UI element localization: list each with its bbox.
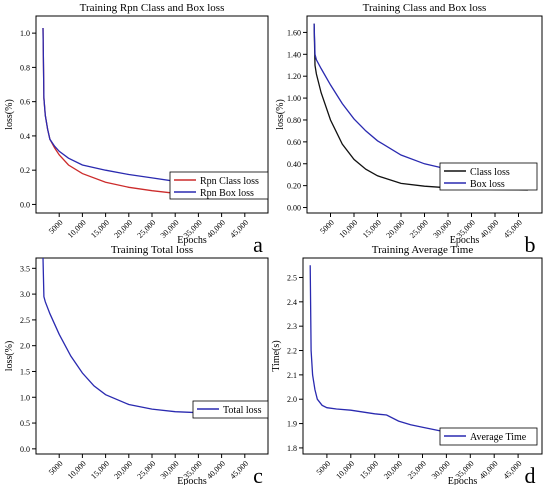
chart-title: Training Class and Box loss — [363, 2, 487, 14]
legend-label: Rpn Box loss — [200, 188, 254, 199]
y-tick-label: 0.0 — [20, 445, 30, 454]
legend-box — [439, 162, 538, 191]
x-tick-label: 25,000 — [408, 218, 430, 240]
legend-label: Class loss — [470, 167, 510, 178]
y-tick-label: 0.60 — [287, 138, 301, 147]
x-tick-label: 45,000 — [502, 459, 524, 481]
x-tick-label: 45,000 — [502, 218, 524, 240]
y-tick-label: 1.5 — [20, 367, 30, 376]
x-tick-label: 15,000 — [361, 218, 383, 240]
x-tick-label: 25,000 — [135, 218, 157, 240]
y-tick-label: 0.20 — [287, 182, 301, 191]
y-tick-label: 0.4 — [20, 132, 30, 141]
y-tick-label: 2.5 — [287, 273, 297, 282]
y-tick-label: 3.5 — [20, 264, 30, 273]
legend-box — [169, 171, 269, 200]
x-tick-label: 10,000 — [66, 218, 88, 240]
y-axis-label: loss(%) — [275, 99, 286, 130]
x-tick-label: 5000 — [47, 459, 65, 477]
x-axis-label: Epochs — [450, 235, 480, 246]
chart-panel-b: Training Class and Box loss 5000 10,000 15,… — [275, 2, 543, 257]
y-tick-label: 0.6 — [20, 98, 30, 107]
x-tick-label: 5000 — [318, 218, 336, 236]
legend-label: Rpn Class loss — [200, 176, 259, 187]
y-tick-label: 1.00 — [287, 94, 301, 103]
chart-title: Training Rpn Class and Box loss — [80, 2, 225, 14]
x-tick-label: 15,000 — [89, 459, 111, 481]
y-axis-label: Time(s) — [271, 340, 282, 371]
y-tick-label: 1.60 — [287, 28, 301, 37]
legend-box — [439, 427, 538, 446]
y-tick-label: 0.5 — [20, 419, 30, 428]
y-tick-label: 2.1 — [287, 371, 297, 380]
y-tick-label: 0.00 — [287, 204, 301, 213]
x-tick-label: 10,000 — [337, 218, 359, 240]
panel-letter: c — [253, 463, 263, 485]
y-tick-label: 2.0 — [287, 395, 297, 404]
x-tick-label: 40,000 — [205, 218, 227, 240]
x-tick-label: 40,000 — [205, 459, 227, 481]
x-tick-label: 5000 — [47, 218, 65, 236]
panel-letter: b — [525, 232, 536, 257]
y-tick-label: 0.40 — [287, 160, 301, 169]
y-tick-label: 1.40 — [287, 50, 301, 59]
panel-letter: d — [525, 463, 536, 485]
panel-letter: a — [253, 232, 263, 257]
y-tick-label: 0.2 — [20, 166, 30, 175]
chart-panel-a: Training Rpn Class and Box loss 5000 10,00… — [4, 2, 269, 257]
y-tick-label: 2.0 — [20, 342, 30, 351]
y-axis-label: loss(%) — [4, 341, 15, 372]
y-tick-label: 1.8 — [287, 444, 297, 453]
x-tick-label: 15,000 — [89, 218, 111, 240]
plot-frame — [302, 257, 543, 455]
x-tick-label: 5000 — [315, 459, 333, 477]
series-line-0 — [309, 265, 528, 442]
y-axis-label: loss(%) — [4, 99, 15, 130]
x-tick-label: 20,000 — [112, 218, 134, 240]
x-tick-label: 20,000 — [384, 218, 406, 240]
x-tick-label: 15,000 — [358, 459, 380, 481]
series-line-0 — [42, 257, 255, 415]
y-tick-label: 1.20 — [287, 72, 301, 81]
series-line-1 — [42, 27, 264, 191]
legend-box — [192, 400, 269, 419]
x-tick-label: 45,000 — [228, 218, 250, 240]
x-tick-label: 10,000 — [66, 459, 88, 481]
x-tick-label: 40,000 — [478, 459, 500, 481]
series-line-1 — [313, 23, 528, 177]
x-axis-label: Epochs — [177, 476, 207, 485]
y-tick-label: 0.80 — [287, 116, 301, 125]
y-tick-label: 1.0 — [20, 29, 30, 38]
chart-panel-d: Training Average Time 5000 10,000 15,000 20,… — [271, 244, 543, 485]
y-tick-label: 2.3 — [287, 322, 297, 331]
y-tick-label: 1.0 — [20, 393, 30, 402]
y-tick-label: 0.8 — [20, 63, 30, 72]
legend-label: Box loss — [470, 179, 505, 190]
legend-label: Total loss — [223, 405, 262, 416]
x-tick-label: 20,000 — [112, 459, 134, 481]
x-axis-label: Epochs — [448, 476, 478, 485]
x-tick-label: 45,000 — [228, 459, 250, 481]
chart-panel-c: Training Total loss 5000 10,000 15,000 20,00… — [4, 244, 269, 485]
chart-title: Training Average Time — [372, 244, 474, 256]
y-tick-label: 2.5 — [20, 316, 30, 325]
chart-title: Training Total loss — [111, 244, 193, 256]
x-axis-label: Epochs — [177, 235, 207, 246]
x-tick-label: 25,000 — [135, 459, 157, 481]
y-tick-label: 2.4 — [287, 298, 297, 307]
x-tick-label: 20,000 — [382, 459, 404, 481]
x-tick-label: 40,000 — [478, 218, 500, 240]
y-tick-label: 2.2 — [287, 347, 297, 356]
legend-label: Average Time — [470, 432, 527, 443]
x-tick-label: 25,000 — [406, 459, 428, 481]
y-tick-label: 3.0 — [20, 290, 30, 299]
y-tick-label: 1.9 — [287, 420, 297, 429]
x-tick-label: 10,000 — [334, 459, 356, 481]
y-tick-label: 0.0 — [20, 200, 30, 209]
